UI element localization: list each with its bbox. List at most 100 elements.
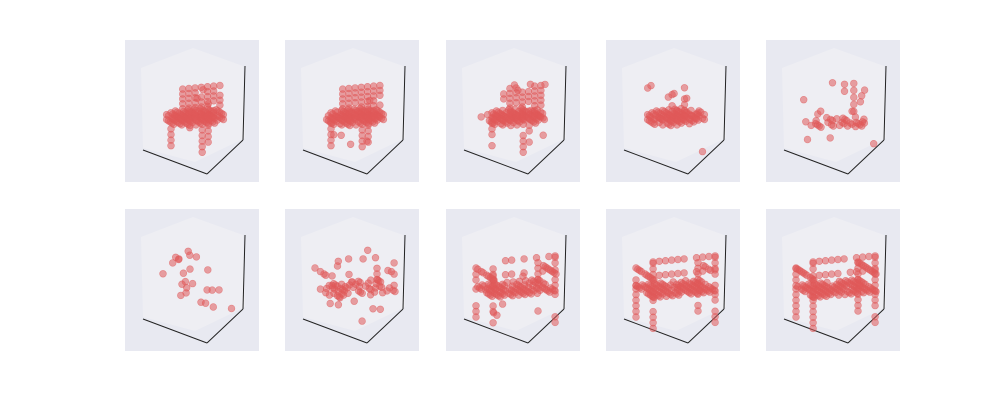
voxel-point: [649, 307, 657, 316]
voxel-point: [168, 259, 177, 267]
voxel-point: [693, 109, 702, 117]
voxel-point: [197, 83, 206, 91]
plot-5: [766, 40, 900, 182]
voxel-point: [373, 264, 381, 272]
voxel-point: [632, 276, 640, 284]
panel-4: [606, 40, 740, 182]
voxel-point: [841, 290, 849, 299]
voxel-point: [499, 116, 507, 124]
voxel-point: [680, 95, 689, 103]
voxel-point: [227, 304, 236, 313]
voxel-point: [358, 289, 366, 298]
voxel-point: [545, 252, 553, 261]
x-axis-line: [463, 318, 529, 344]
voxel-point: [330, 115, 338, 124]
voxel-point: [521, 290, 529, 299]
voxel-point: [489, 265, 497, 273]
voxel-point: [508, 291, 517, 300]
voxel-point: [344, 255, 353, 263]
voxel-point: [346, 140, 355, 149]
voxel-point: [679, 115, 687, 124]
voxel-point: [649, 259, 657, 267]
voxel-point: [345, 84, 353, 93]
voxel-point: [816, 293, 824, 301]
voxel-point: [352, 121, 360, 129]
x-axis-line: [302, 149, 368, 175]
plot-3: [446, 40, 580, 182]
y-axis-line: [847, 139, 885, 175]
voxel-point: [853, 289, 862, 298]
voxel-point: [524, 87, 533, 96]
voxel-point: [506, 84, 514, 93]
y-axis-line: [206, 308, 244, 344]
voxel-point: [351, 84, 359, 92]
voxel-point: [821, 256, 830, 265]
voxel-point: [817, 123, 825, 131]
voxel-point: [204, 115, 213, 123]
z-axis-line: [402, 65, 406, 141]
voxel-point: [860, 86, 869, 94]
voxel-point: [391, 287, 399, 296]
voxel-point: [551, 313, 559, 321]
voxel-point: [491, 115, 499, 124]
voxel-point: [840, 255, 848, 263]
voxel-point: [802, 118, 810, 126]
voxel-point: [865, 252, 873, 261]
voxel-point: [197, 298, 205, 306]
voxel-point: [840, 80, 849, 88]
voxel-point: [692, 267, 701, 276]
voxel-point: [325, 291, 334, 299]
voxel-point: [178, 116, 186, 124]
y-axis-line: [527, 139, 565, 175]
voxel-point: [816, 107, 825, 115]
voxel-point: [192, 253, 201, 261]
voxel-point: [198, 126, 206, 134]
voxel-point: [215, 286, 223, 294]
voxel-point: [871, 253, 879, 261]
voxel-point: [859, 288, 868, 297]
voxel-point: [185, 84, 193, 93]
voxel-point: [700, 110, 709, 119]
z-axis-line: [242, 65, 246, 141]
voxel-point: [687, 290, 695, 298]
voxel-point: [328, 272, 336, 280]
plot-2: [285, 40, 419, 182]
voxel-point: [680, 84, 689, 92]
voxel-point: [499, 90, 508, 98]
voxel-point: [850, 100, 858, 109]
voxel-point: [834, 269, 842, 278]
voxel-point: [216, 81, 224, 90]
voxel-point: [821, 270, 830, 279]
voxel-point: [552, 270, 560, 278]
panel-7: [285, 209, 419, 351]
voxel-point: [182, 284, 191, 292]
voxel-point: [675, 291, 683, 299]
voxel-point: [856, 98, 865, 106]
voxel-point: [667, 270, 676, 278]
voxel-point: [159, 270, 167, 278]
voxel-point: [358, 115, 366, 124]
y-axis-line: [687, 139, 725, 175]
voxel-point: [840, 87, 849, 95]
voxel-point: [390, 270, 398, 278]
voxel-point: [501, 270, 510, 279]
voxel-point: [705, 252, 713, 261]
plot-7: [285, 209, 419, 351]
voxel-point: [177, 291, 185, 300]
voxel-point: [850, 79, 858, 88]
voxel-point: [203, 82, 212, 91]
voxel-point: [373, 275, 382, 284]
voxel-point: [534, 307, 542, 315]
voxel-point: [546, 288, 554, 296]
voxel-point: [872, 287, 880, 296]
voxel-point: [843, 122, 852, 130]
panel-5: [766, 40, 900, 182]
panel-9: [606, 209, 740, 351]
voxel-point: [828, 79, 837, 87]
voxel-point: [858, 253, 867, 261]
z-axis-line: [883, 234, 887, 310]
panel-10: [766, 209, 900, 351]
voxel-point: [539, 131, 547, 139]
voxel-point: [326, 299, 334, 308]
voxel-point: [530, 82, 539, 90]
